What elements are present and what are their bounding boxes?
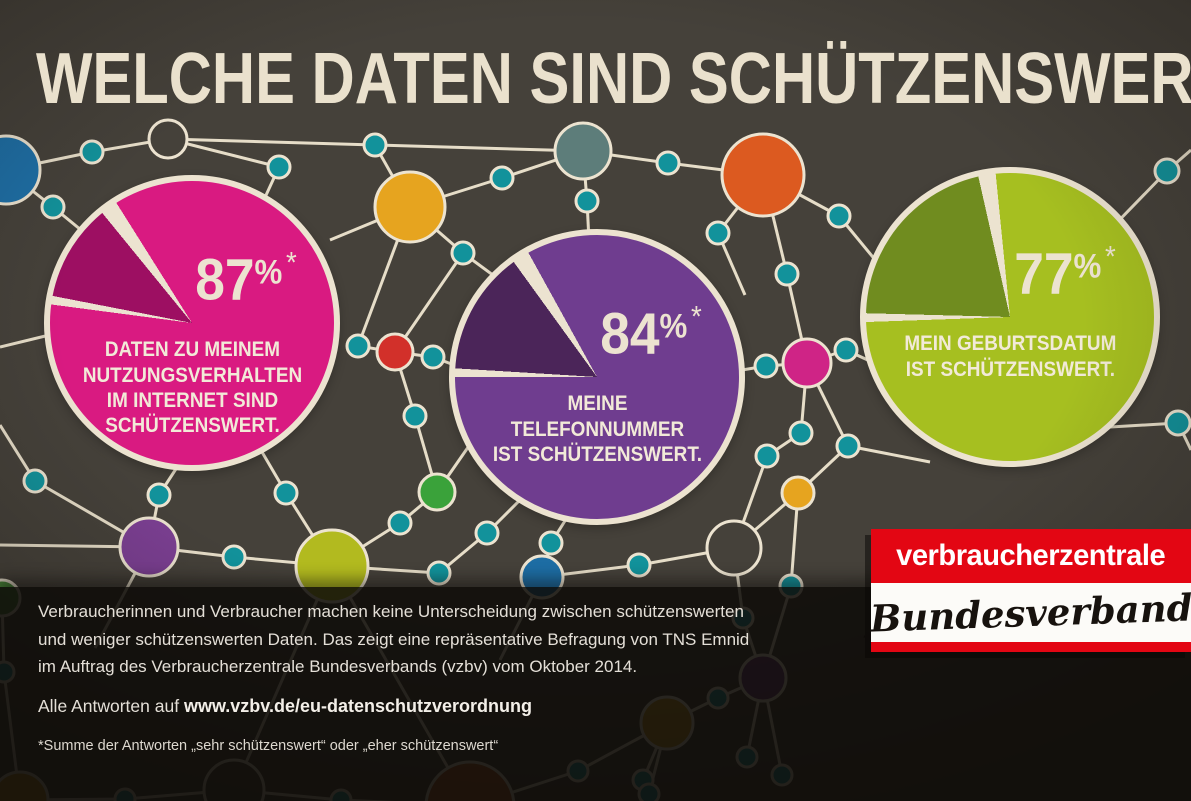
pie-caption: DATEN ZU MEINEM NUTZUNGSVERHALTEN IM INTER…	[82, 337, 302, 438]
percent-label: 77% *	[1014, 240, 1116, 307]
percent-sign: %	[254, 253, 283, 292]
link-line: Alle Antworten auf www.vzbv.de/eu-datens…	[38, 696, 878, 717]
footer-text-block: Verbraucherinnen und Verbraucher machen …	[38, 598, 878, 754]
logo-script-band: Bundesverband	[869, 583, 1191, 642]
vzbv-logo: verbraucherzentrale Bundesverband	[869, 529, 1191, 652]
logo-wordmark-band: verbraucherzentrale	[871, 529, 1191, 583]
percent-value: 84	[600, 301, 660, 367]
footnote: *Summe der Antworten „sehr schützenswert…	[38, 737, 499, 754]
percent-label: 87% *	[195, 247, 297, 314]
percent-label: 84% *	[600, 301, 702, 368]
percent-value: 87	[195, 247, 255, 313]
percent-value: 77	[1013, 241, 1074, 307]
asterisk-footnote-marker: *	[691, 300, 702, 334]
asterisk-footnote-marker: *	[286, 246, 297, 280]
summary-paragraph: Verbraucherinnen und Verbraucher machen …	[38, 602, 750, 677]
link-prefix: Alle Antworten auf	[38, 695, 180, 716]
pie-chart-nutzungsverhalten: 87% * DATEN ZU MEINEM NUTZUNGSVERHALTEN IM …	[44, 175, 340, 471]
logo-script-text: Bundesverband	[869, 584, 1191, 641]
pie-chart-geburtsdatum: 77% * MEIN GEBURTSDATUM IST SCHÜTZENSWERT.	[860, 167, 1160, 467]
percent-sign: %	[659, 307, 688, 346]
asterisk-footnote-marker: *	[1104, 240, 1116, 274]
percent-sign: %	[1073, 247, 1102, 286]
logo-red-bar	[871, 642, 1191, 652]
logo-wordmark: verbraucherzentrale	[896, 539, 1166, 572]
page-title: WELCHE DATEN SIND SCHÜTZENSWERT?	[36, 39, 1191, 119]
vzbv-url: www.vzbv.de/eu-datenschutzverordnung	[183, 695, 532, 716]
pie-chart-telefonnummer: 84% * MEINE TELEFONNUMMER IST SCHÜTZENSWER…	[449, 229, 745, 525]
pie-caption: MEINE TELEFONNUMMER IST SCHÜTZENSWERT.	[492, 391, 702, 466]
pie-caption: MEIN GEBURTSDATUM IST SCHÜTZENSWERT.	[904, 331, 1116, 381]
